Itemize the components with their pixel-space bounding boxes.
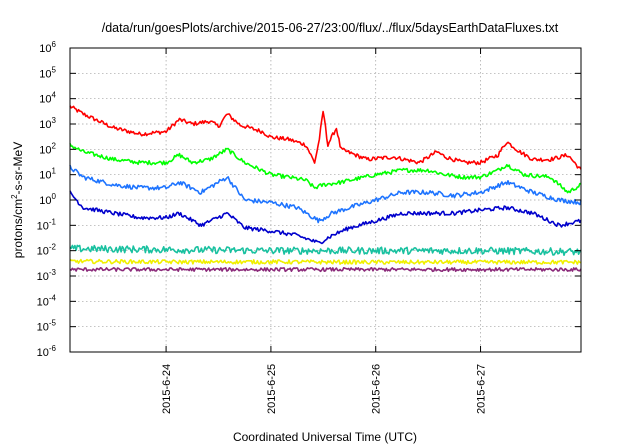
y-tick-exponent: -4 [49,293,57,302]
x-axis-label: Coordinated Universal Time (UTC) [233,430,417,444]
grid-lines [70,48,581,352]
series-line-5 [69,258,582,265]
x-tick-label: 2015-6-26 [371,364,383,414]
y-tick-label: 101 [39,167,56,182]
series-line-0 [69,105,582,170]
y-axis-label-main: protons/cm [11,199,25,258]
y-tick-label: 100 [39,192,56,207]
y-tick-base: 10 [39,170,51,182]
y-tick-base: 10 [39,94,51,106]
y-tick-exponent: 5 [52,65,57,74]
y-axis: 10-610-510-410-310-210-11001011021031041… [37,40,581,359]
y-tick-exponent: -1 [49,217,57,226]
y-axis-label: protons/cm2-s-sr-MeV [10,142,25,258]
chart-title: /data/run/goesPlots/archive/2015-06-27/2… [102,21,559,35]
y-tick-exponent: 3 [52,116,57,125]
y-tick-label: 10-5 [37,319,57,334]
y-tick-base: 10 [37,246,49,258]
y-tick-exponent: -2 [49,243,57,252]
y-tick-label: 10-6 [37,344,57,359]
y-tick-base: 10 [37,347,49,359]
y-axis-label-unit: -s-sr-MeV [11,142,25,195]
y-tick-label: 104 [39,91,56,106]
series-group [69,105,582,273]
series-line-6 [69,267,582,273]
y-tick-exponent: 4 [52,91,57,100]
x-axis: 2015-6-24 2015-6-25 2015-6-26 2015-6-27 [161,48,488,414]
y-axis-label-sup: 2 [10,194,19,199]
y-tick-label: 10-1 [37,217,57,232]
y-tick-label: 10-2 [37,243,57,258]
y-tick-base: 10 [39,68,51,80]
x-tick-label: 2015-6-25 [266,364,278,414]
y-tick-base: 10 [37,322,49,334]
y-tick-label: 10-4 [37,293,57,308]
series-line-4 [69,244,582,256]
y-tick-base: 10 [39,144,51,156]
y-tick-exponent: -5 [49,319,57,328]
y-tick-exponent: -6 [49,344,57,353]
y-tick-base: 10 [39,195,51,207]
series-line-2 [69,164,582,224]
y-tick-label: 102 [39,141,56,156]
series-line-3 [69,190,582,245]
y-tick-exponent: 1 [52,167,57,176]
y-tick-base: 10 [37,296,49,308]
y-tick-label: 105 [39,65,56,80]
y-tick-base: 10 [39,119,51,131]
y-tick-label: 103 [39,116,56,131]
y-tick-exponent: 0 [52,192,57,201]
y-tick-base: 10 [39,43,51,55]
y-tick-exponent: -3 [49,268,57,277]
y-tick-base: 10 [37,271,49,283]
y-tick-base: 10 [37,220,49,232]
y-tick-label: 106 [39,40,56,55]
y-tick-label: 10-3 [37,268,57,283]
x-tick-label: 2015-6-27 [476,364,488,414]
y-tick-exponent: 2 [52,141,57,150]
y-tick-exponent: 6 [52,40,57,49]
x-tick-label: 2015-6-24 [161,364,173,414]
series-line-1 [69,143,582,194]
